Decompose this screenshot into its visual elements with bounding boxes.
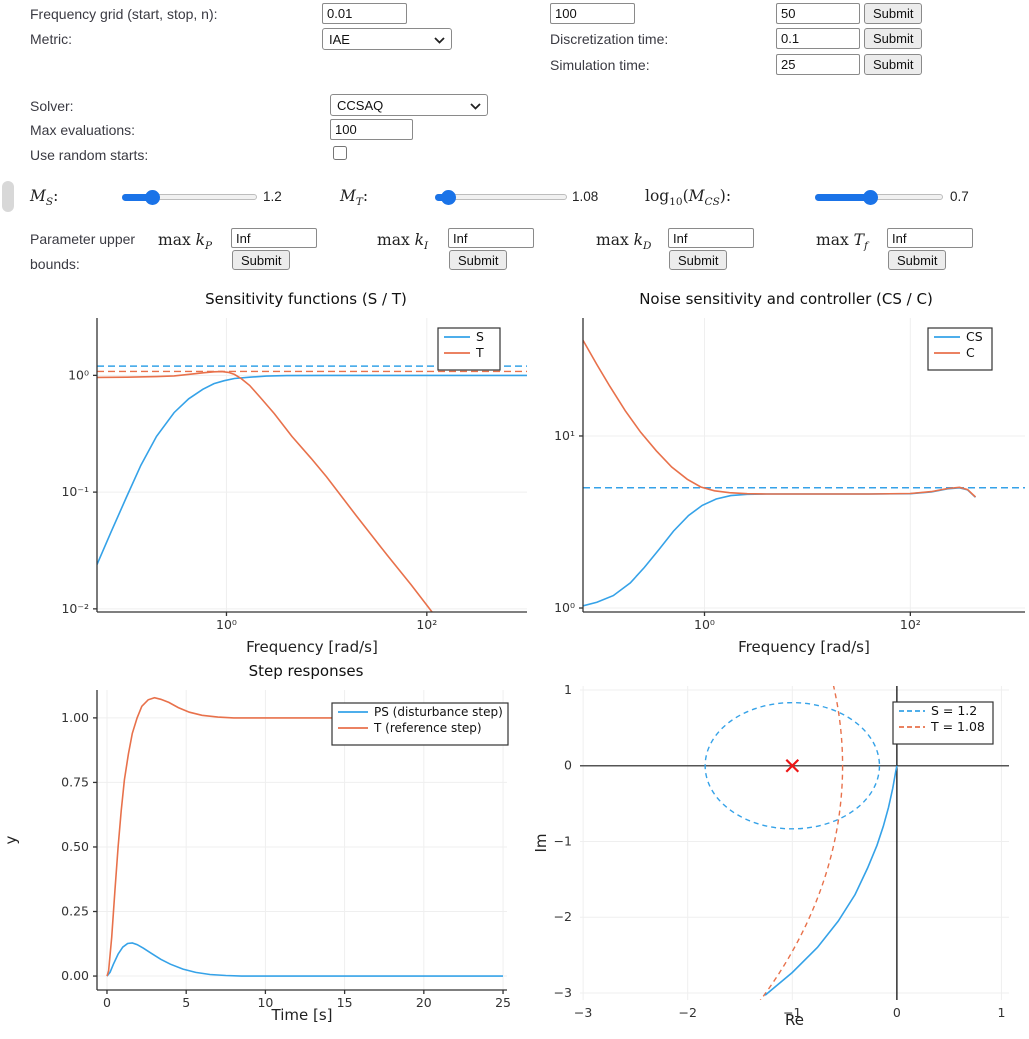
max-tf-submit-button[interactable]: Submit	[888, 250, 947, 270]
svg-text:CS: CS	[966, 329, 983, 344]
svg-text:10²: 10²	[416, 617, 437, 632]
svg-text:C: C	[966, 345, 975, 360]
svg-text:Frequency [rad/s]: Frequency [rad/s]	[246, 638, 378, 656]
max-kd-submit-button[interactable]: Submit	[669, 250, 728, 270]
svg-text:S = 1.2: S = 1.2	[931, 703, 977, 718]
chevron-down-icon	[434, 32, 445, 47]
svg-text:Sensitivity functions (S / T): Sensitivity functions (S / T)	[205, 290, 407, 308]
svg-text:Step responses: Step responses	[249, 662, 364, 680]
max-kp-submit-button[interactable]: Submit	[232, 250, 291, 270]
frequency-grid-label: Frequency grid (start, stop, n):	[30, 6, 218, 22]
nyquist-plot: −3 −2 −1 0 1 1 0 −1 −2 −3 Re Im S = 1.2T = 1.08	[532, 682, 1009, 1029]
max-kp-input[interactable]	[231, 228, 317, 248]
svg-text:25: 25	[495, 995, 511, 1010]
freq-submit-button[interactable]: Submit	[864, 3, 923, 24]
svg-text:10²: 10²	[900, 617, 921, 632]
ms-label: MS:	[30, 187, 59, 209]
svg-text:Re: Re	[785, 1011, 804, 1029]
svg-text:5: 5	[182, 995, 190, 1010]
random-starts-label: Use random starts:	[30, 147, 149, 163]
svg-text:Im: Im	[532, 833, 550, 852]
svg-text:10⁰: 10⁰	[216, 617, 237, 632]
svg-text:10¹: 10¹	[554, 428, 575, 443]
freq-start-input[interactable]	[322, 3, 407, 24]
max-evaluations-label: Max evaluations:	[30, 122, 136, 138]
svg-text:T (reference step): T (reference step)	[373, 721, 482, 735]
metric-label: Metric:	[30, 31, 72, 47]
svg-text:1.00: 1.00	[61, 710, 89, 725]
svg-text:10⁰: 10⁰	[68, 367, 89, 382]
noise-controller-plot: 10⁰ 10² 10¹ 10⁰ Noise sensitivity and contro…	[554, 290, 1025, 656]
bounds-label-line2: bounds:	[30, 256, 80, 272]
solver-select[interactable]: CCSAQ	[330, 94, 488, 116]
max-kd-input[interactable]	[668, 228, 754, 248]
svg-text:1: 1	[564, 682, 572, 697]
simulation-submit-button[interactable]: Submit	[864, 54, 923, 75]
mcs-label: log10(MCS):	[645, 187, 732, 209]
solver-select-value: CCSAQ	[337, 97, 384, 113]
svg-text:PS (disturbance step): PS (disturbance step)	[374, 705, 503, 719]
max-ki-input[interactable]	[448, 228, 534, 248]
svg-text:10⁰: 10⁰	[694, 617, 715, 632]
svg-text:T: T	[475, 345, 484, 360]
svg-text:Noise sensitivity and controll: Noise sensitivity and controller (CS / C…	[639, 290, 933, 308]
svg-text:0.00: 0.00	[61, 968, 89, 983]
svg-text:Time [s]: Time [s]	[271, 1006, 333, 1024]
svg-text:−3: −3	[574, 1005, 592, 1020]
sensitivity-plot: 10⁰ 10² 10⁰ 10⁻¹ 10⁻² Sensitivity functions (…	[61, 290, 527, 656]
mcs-value: 0.7	[950, 189, 969, 204]
svg-text:y: y	[2, 835, 20, 844]
svg-text:0.75: 0.75	[61, 774, 89, 789]
svg-text:0.25: 0.25	[61, 904, 89, 919]
svg-text:20: 20	[416, 995, 432, 1010]
freq-n-input[interactable]	[776, 3, 860, 24]
svg-text:−3: −3	[554, 985, 572, 1000]
max-tf-input[interactable]	[887, 228, 973, 248]
svg-text:0: 0	[564, 758, 572, 773]
max-kp-label: max kP	[158, 231, 213, 253]
metric-select-value: IAE	[329, 31, 350, 47]
chevron-down-icon	[470, 98, 481, 113]
mt-label: MT:	[340, 187, 369, 209]
svg-text:S: S	[476, 329, 484, 344]
simulation-time-label: Simulation time:	[550, 57, 650, 73]
svg-text:10⁻¹: 10⁻¹	[61, 484, 89, 499]
svg-text:−2: −2	[554, 909, 572, 924]
ms-slider[interactable]	[122, 190, 257, 205]
max-evaluations-input[interactable]	[330, 119, 413, 140]
metric-select[interactable]: IAE	[322, 28, 452, 50]
max-kd-label: max kD	[596, 231, 652, 253]
svg-text:10: 10	[257, 995, 273, 1010]
svg-text:−1: −1	[554, 833, 572, 848]
max-ki-label: max kI	[377, 231, 429, 253]
left-drag-handle	[2, 181, 14, 212]
svg-text:10⁻²: 10⁻²	[61, 601, 89, 616]
max-ki-submit-button[interactable]: Submit	[449, 250, 508, 270]
mt-value: 1.08	[572, 189, 599, 204]
random-starts-checkbox[interactable]	[333, 146, 347, 160]
svg-text:0: 0	[893, 1005, 901, 1020]
max-tf-label: max Tf	[816, 231, 868, 253]
discretization-submit-button[interactable]: Submit	[864, 28, 923, 49]
mcs-slider[interactable]	[815, 190, 943, 205]
step-response-plot: 0 5 10 15 20 25 0.00 0.25 0.50 0.75 1.00 Step respo…	[2, 662, 511, 1024]
svg-text:T = 1.08: T = 1.08	[930, 719, 985, 734]
svg-text:−1: −1	[783, 1005, 801, 1020]
solver-label: Solver:	[30, 98, 74, 114]
svg-text:1: 1	[997, 1005, 1005, 1020]
freq-stop-input[interactable]	[550, 3, 635, 24]
svg-text:10⁰: 10⁰	[554, 600, 575, 615]
svg-text:15: 15	[337, 995, 353, 1010]
discretization-time-input[interactable]	[776, 28, 860, 49]
bounds-label-line1: Parameter upper	[30, 231, 136, 247]
mt-slider[interactable]	[435, 190, 567, 205]
simulation-time-input[interactable]	[776, 54, 860, 75]
discretization-time-label: Discretization time:	[550, 31, 669, 47]
ms-value: 1.2	[263, 189, 282, 204]
svg-text:0: 0	[103, 995, 111, 1010]
svg-text:0.50: 0.50	[61, 839, 89, 854]
svg-text:Frequency [rad/s]: Frequency [rad/s]	[738, 638, 870, 656]
svg-text:−2: −2	[679, 1005, 697, 1020]
